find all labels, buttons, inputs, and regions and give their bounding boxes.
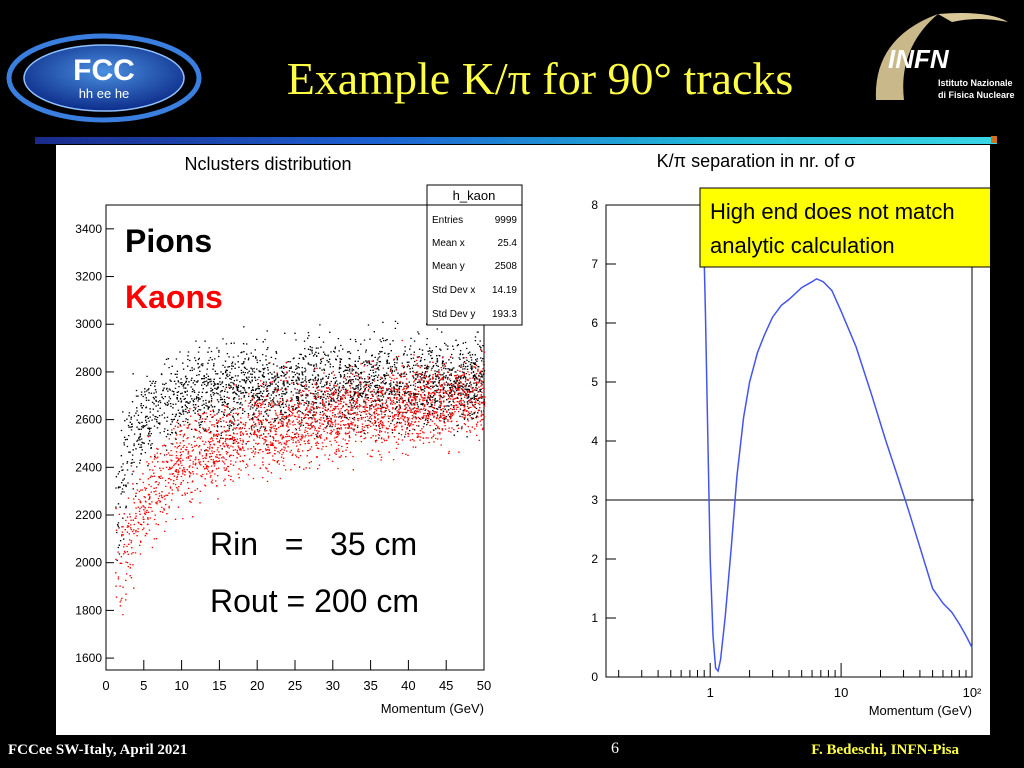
left-x-axis: 0 5 10 15 20 25 30 35 40 45 50 xyxy=(102,660,491,693)
figure-svg: Nclusters distribution 16001800200022002… xyxy=(75,151,1015,718)
callout-box-frame xyxy=(699,187,1015,268)
y-tick-label: 2800 xyxy=(75,365,102,379)
stats-value-stddev-y: 193.3 xyxy=(492,309,517,320)
y-tick-label: 3000 xyxy=(75,317,102,331)
stats-value-stddev-x: 14.19 xyxy=(492,285,517,296)
y-tick-label: 7 xyxy=(591,257,598,271)
callout-line-1: High end does not match xyxy=(710,199,955,224)
scatter-series-pions xyxy=(115,320,486,562)
y-tick-label: 4 xyxy=(591,434,598,448)
title-divider xyxy=(35,137,997,144)
page-number: 6 xyxy=(611,740,619,757)
right-chart-title: K/π separation in nr. of σ xyxy=(657,151,856,171)
callout-line-2: analytic calculation xyxy=(710,233,895,258)
stats-label-mean-y: Mean y xyxy=(432,261,465,272)
left-y-axis: 1600 1800 2000 2200 2400 2600 2800 3000 3200 3400 xyxy=(75,222,114,665)
x-tick-label: 0 xyxy=(102,678,109,693)
y-tick-label: 1800 xyxy=(75,603,102,617)
left-x-axis-label: Momentum (GeV) xyxy=(381,701,484,716)
stats-box: h_kaon Entries 9999 Mean x 25.4 Mean y 2… xyxy=(426,184,523,326)
y-tick-label: 2400 xyxy=(75,460,102,474)
y-tick-label: 6 xyxy=(591,316,598,330)
y-tick-label: 3200 xyxy=(75,270,102,284)
y-tick-label: 2 xyxy=(591,552,598,566)
y-tick-label: 5 xyxy=(591,375,598,389)
left-chart-title: Nclusters distribution xyxy=(184,154,351,174)
y-tick-label: 1600 xyxy=(75,651,102,665)
separation-chart: K/π separation in nr. of σ 0 1 2 3 4 5 6 7 8 1 10… xyxy=(591,151,1015,718)
y-tick-label: 3400 xyxy=(75,222,102,236)
x-tick-label: 50 xyxy=(477,678,491,693)
x-tick-label: 45 xyxy=(439,678,453,693)
separation-curve xyxy=(702,204,973,673)
legend-pions: Pions xyxy=(125,223,212,259)
nclusters-chart: Nclusters distribution 1600 1800 2000 2200 2… xyxy=(75,154,523,716)
slide-title: Example K/π for 90° tracks xyxy=(286,53,794,104)
legend-kaons: Kaons xyxy=(125,279,223,315)
right-x-axis: 1 10 10² xyxy=(618,663,982,700)
x-tick-label: 10 xyxy=(834,685,848,700)
x-tick-label: 35 xyxy=(363,678,377,693)
right-plot-frame xyxy=(605,204,973,678)
scatter-points xyxy=(115,320,486,616)
x-tick-label: 25 xyxy=(288,678,302,693)
scatter-series-kaons xyxy=(115,339,486,616)
fcc-logo-subtext: hh ee he xyxy=(79,86,130,101)
y-tick-label: 8 xyxy=(591,198,598,212)
callout-box: High end does not match analytic calcula… xyxy=(699,187,1015,268)
y-tick-label: 3 xyxy=(591,493,598,507)
figure-panel: Nclusters distribution 1600 1800 2000 2200 2… xyxy=(56,145,1015,735)
right-x-axis-label: Momentum (GeV) xyxy=(869,703,972,718)
stats-box-name: h_kaon xyxy=(453,188,496,203)
y-tick-label: 1 xyxy=(591,611,598,625)
stats-box-frame xyxy=(426,184,523,326)
y-tick-label: 0 xyxy=(591,670,598,684)
x-tick-label: 10 xyxy=(174,678,188,693)
radius-annotation-outer: Rout = 200 cm xyxy=(210,583,419,619)
stats-label-stddev-y: Std Dev y xyxy=(432,309,475,320)
footer-left: FCCee SW-Italy, April 2021 xyxy=(8,742,188,758)
x-tick-label: 30 xyxy=(326,678,340,693)
x-tick-label: 20 xyxy=(250,678,264,693)
stats-value-mean-x: 25.4 xyxy=(498,238,518,249)
infn-logo-text: INFN xyxy=(888,44,950,74)
radius-annotation-inner: Rin = 35 cm xyxy=(210,526,417,562)
fcc-logo-text: FCC xyxy=(73,54,135,87)
x-tick-label: 15 xyxy=(212,678,226,693)
right-y-axis: 0 1 2 3 4 5 6 7 8 xyxy=(591,198,616,684)
x-tick-label: 5 xyxy=(140,678,147,693)
stats-label-entries: Entries xyxy=(432,215,463,226)
x-tick-label: 10² xyxy=(963,685,982,700)
infn-logo-subtext-1: Istituto Nazionale xyxy=(938,78,1013,88)
y-tick-label: 2000 xyxy=(75,556,102,570)
footer-right: F. Bedeschi, INFN-Pisa xyxy=(811,742,959,758)
title-divider-end xyxy=(991,136,997,143)
y-tick-label: 2200 xyxy=(75,508,102,522)
stats-label-mean-x: Mean x xyxy=(432,238,465,249)
y-tick-label: 2600 xyxy=(75,413,102,427)
x-tick-label: 40 xyxy=(401,678,415,693)
stats-value-entries: 9999 xyxy=(495,215,518,226)
stats-value-mean-y: 2508 xyxy=(495,261,518,272)
infn-logo: INFN Istituto Nazionale di Fisica Nuclea… xyxy=(875,13,1015,100)
infn-logo-subtext-2: di Fisica Nucleare xyxy=(938,90,1015,100)
fcc-logo: FCC hh ee he xyxy=(6,33,202,123)
x-tick-label: 1 xyxy=(707,685,714,700)
stats-label-stddev-x: Std Dev x xyxy=(432,285,475,296)
